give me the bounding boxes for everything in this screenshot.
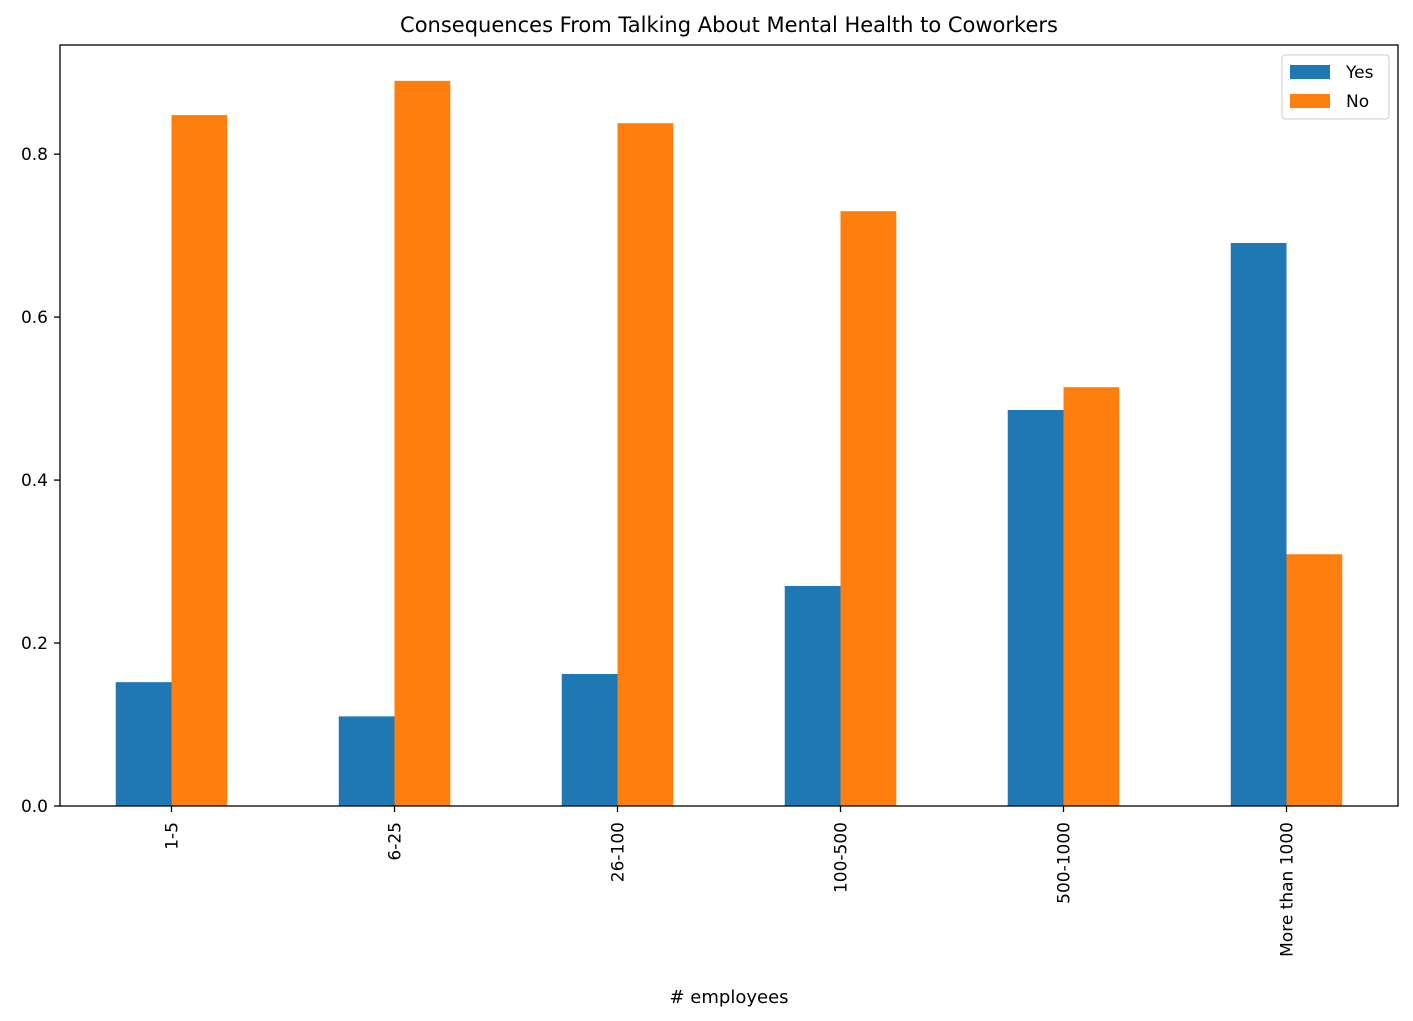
bar-yes-5	[1230, 242, 1287, 806]
legend-label-no: No	[1346, 92, 1369, 112]
y-tick-label: 0.2	[21, 634, 48, 654]
x-tick-label: 500-1000	[1055, 822, 1075, 904]
bar-no-2	[617, 123, 674, 807]
x-axis: 1-5 6-25 26-100 100-500 500-1000 More than 10…	[163, 806, 1298, 957]
y-tick-label: 0.8	[21, 145, 48, 165]
bar-no-0	[171, 115, 228, 806]
bars-group	[115, 80, 1343, 807]
bar-no-1	[394, 80, 451, 807]
y-tick-label: 0.0	[21, 797, 48, 817]
bar-yes-3	[784, 586, 841, 806]
bar-no-3	[840, 211, 897, 807]
chart-title: Consequences From Talking About Mental H…	[400, 13, 1058, 37]
bar-no-4	[1063, 387, 1120, 806]
y-tick-label: 0.4	[21, 471, 48, 491]
x-axis-label: # employees	[669, 987, 788, 1008]
y-tick-label: 0.6	[21, 308, 48, 328]
x-tick-label: More than 1000	[1278, 822, 1298, 957]
plot-frame	[59, 44, 1399, 807]
bar-no-5	[1286, 554, 1343, 806]
x-tick-label: 1-5	[163, 822, 183, 850]
bar-yes-2	[561, 674, 618, 806]
bar-yes-1	[338, 716, 395, 806]
legend: Yes No	[1281, 54, 1390, 120]
x-tick-label: 6-25	[386, 822, 406, 861]
legend-label-yes: Yes	[1345, 63, 1374, 83]
x-tick-label: 100-500	[832, 822, 852, 893]
x-tick-label: 26-100	[609, 822, 629, 882]
bar-yes-4	[1007, 410, 1064, 806]
y-axis: 0.0 0.2 0.4 0.6 0.8	[21, 145, 60, 817]
legend-swatch-yes	[1290, 65, 1330, 79]
legend-swatch-no	[1290, 94, 1330, 108]
bar-yes-0	[115, 682, 172, 806]
